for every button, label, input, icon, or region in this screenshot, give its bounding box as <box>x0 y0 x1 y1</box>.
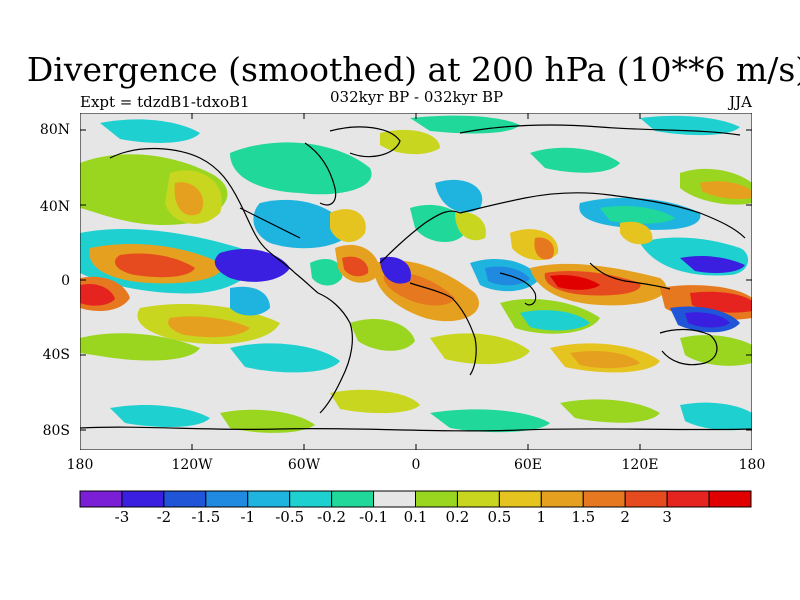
colorbar-label: -0.5 <box>275 508 305 526</box>
colorbar-swatch <box>121 490 165 508</box>
map-title: Divergence (smoothed) at 200 hPa (10**6 … <box>26 50 800 89</box>
colorbar-label: 3 <box>662 508 672 526</box>
divergence-field <box>80 115 752 433</box>
colorbar-label: 0.2 <box>445 508 470 526</box>
colorbar-swatch <box>373 490 416 508</box>
colorbar-label: -0.1 <box>359 508 389 526</box>
colorbar-swatch <box>331 490 375 508</box>
lon-label-120w: 120W <box>171 457 213 473</box>
colorbar-swatch <box>498 490 542 508</box>
lon-label-60e: 60E <box>513 457 543 473</box>
colorbar-label: 0.1 <box>403 508 428 526</box>
colorbar-swatch <box>666 490 710 508</box>
colorbar <box>79 490 752 508</box>
colorbar-swatch <box>247 490 291 508</box>
lon-label-60w: 60W <box>287 457 321 473</box>
colorbar-swatch <box>540 490 584 508</box>
coastlines <box>80 124 752 432</box>
colorbar-swatch <box>456 490 500 508</box>
colorbar-swatch <box>163 490 207 508</box>
period-label: 032kyr BP - 032kyr BP <box>330 88 504 106</box>
experiment-label: Expt = tdzdB1-tdxoB1 <box>80 93 250 111</box>
axis-ticks <box>80 113 752 450</box>
lat-label-40s: 40S <box>42 347 70 363</box>
divergence-map <box>80 113 752 450</box>
lon-label-120e: 120E <box>621 457 659 473</box>
colorbar-label: -1.5 <box>191 508 221 526</box>
colorbar-label: -3 <box>114 508 130 526</box>
colorbar-swatch <box>624 490 668 508</box>
lat-label-80s: 80S <box>42 423 70 439</box>
colorbar-swatch <box>79 490 123 508</box>
lat-label-80n: 80N <box>39 122 70 138</box>
colorbar-label: 0.5 <box>487 508 512 526</box>
lon-label-180e: 180 <box>738 457 766 473</box>
colorbar-swatch <box>708 490 752 508</box>
lon-label-180w: 180 <box>66 457 94 473</box>
lat-label-0: 0 <box>61 273 70 289</box>
colorbar-label: 2 <box>620 508 630 526</box>
season-label: JJA <box>729 93 752 111</box>
colorbar-label: 1 <box>536 508 547 526</box>
colorbar-label: 1.5 <box>571 508 596 526</box>
colorbar-label: -1 <box>240 508 256 526</box>
colorbar-label: -0.2 <box>317 508 347 526</box>
colorbar-swatch <box>415 490 458 508</box>
lat-label-40n: 40N <box>39 199 70 215</box>
lon-label-0: 0 <box>411 457 421 473</box>
colorbar-swatch <box>582 490 626 508</box>
colorbar-swatch <box>289 490 333 508</box>
colorbar-swatch <box>205 490 249 508</box>
colorbar-label: -2 <box>156 508 172 526</box>
